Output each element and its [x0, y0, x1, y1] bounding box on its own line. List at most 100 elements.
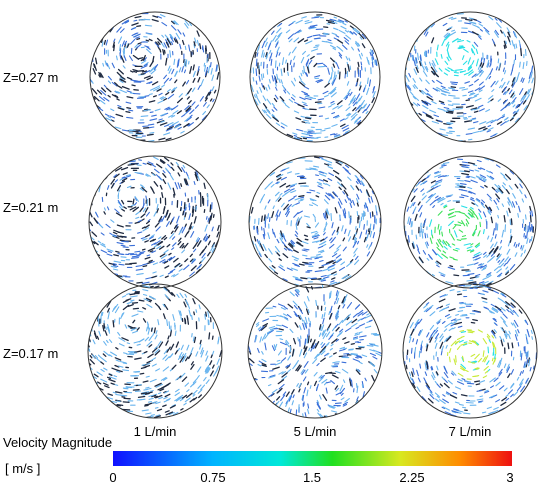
velocity-vector — [332, 352, 337, 355]
velocity-vector — [305, 59, 309, 67]
velocity-vector — [465, 381, 472, 383]
velocity-vector — [455, 313, 459, 316]
velocity-vector — [278, 371, 284, 375]
velocity-vector — [463, 72, 469, 76]
velocity-vector — [288, 242, 294, 248]
velocity-vector — [259, 243, 264, 250]
velocity-vector — [181, 376, 188, 382]
velocity-vector — [455, 68, 463, 71]
velocity-vector — [365, 233, 369, 241]
velocity-vector — [328, 405, 335, 409]
velocity-vector — [280, 230, 284, 238]
velocity-vector — [211, 226, 214, 232]
velocity-vector — [103, 350, 110, 357]
velocity-vector — [155, 330, 158, 335]
velocity-vector — [163, 98, 168, 101]
velocity-vector — [474, 97, 482, 102]
velocity-vector — [146, 162, 152, 166]
velocity-vector — [259, 336, 262, 343]
velocity-vector — [447, 380, 453, 385]
velocity-vector — [483, 127, 488, 131]
velocity-vector — [175, 39, 179, 44]
velocity-vector — [486, 119, 494, 124]
velocity-vector — [350, 379, 353, 388]
velocity-vector — [258, 75, 261, 82]
velocity-vector — [115, 404, 121, 407]
velocity-vector — [156, 203, 159, 211]
velocity-vector — [105, 62, 108, 67]
velocity-vector — [496, 253, 500, 258]
velocity-vector — [333, 114, 340, 119]
velocity-vector — [510, 305, 514, 309]
velocity-vector — [190, 231, 195, 238]
velocity-vector — [491, 308, 498, 313]
velocity-vector — [193, 336, 197, 344]
velocity-vector — [164, 294, 170, 299]
velocity-vector — [258, 250, 262, 256]
velocity-vector — [299, 96, 306, 101]
velocity-vector — [417, 330, 422, 336]
velocity-vector — [293, 337, 297, 345]
velocity-vector — [286, 171, 292, 174]
velocity-vector — [158, 245, 165, 250]
velocity-vector — [171, 216, 175, 222]
velocity-vector — [276, 387, 283, 394]
velocity-vector — [170, 36, 174, 43]
velocity-vector — [276, 46, 280, 53]
velocity-vector — [309, 385, 312, 389]
velocity-vector — [512, 31, 517, 38]
velocity-vector — [353, 247, 358, 254]
velocity-vector — [330, 44, 337, 49]
velocity-vector — [330, 213, 333, 222]
velocity-vector — [191, 332, 193, 338]
velocity-vector — [344, 398, 350, 403]
velocity-vector — [471, 73, 477, 78]
velocity-vector — [436, 86, 443, 91]
velocity-vector — [163, 287, 168, 292]
velocity-vector — [166, 319, 169, 326]
velocity-vector — [512, 77, 516, 83]
velocity-vector — [148, 38, 153, 42]
velocity-vector — [467, 115, 472, 118]
velocity-vector — [155, 394, 163, 399]
velocity-vector — [326, 323, 332, 331]
velocity-vector — [258, 252, 262, 258]
velocity-vector — [474, 78, 479, 83]
velocity-vector — [305, 286, 310, 293]
velocity-vector — [355, 382, 358, 389]
velocity-vector — [171, 121, 179, 126]
velocity-vector — [143, 388, 149, 391]
velocity-vector — [210, 244, 215, 252]
velocity-vector — [182, 32, 186, 37]
velocity-vector — [196, 173, 200, 181]
velocity-vector — [317, 185, 324, 189]
colorbar-tick: 0.75 — [200, 470, 226, 485]
velocity-vector — [324, 82, 330, 88]
velocity-vector — [169, 404, 176, 409]
velocity-vector — [276, 181, 281, 185]
velocity-vector — [271, 109, 275, 113]
velocity-vector — [405, 79, 408, 85]
velocity-vector — [495, 164, 501, 168]
velocity-vector — [428, 304, 434, 309]
velocity-vector — [286, 314, 292, 318]
velocity-vector — [248, 345, 251, 353]
velocity-vector — [149, 250, 154, 253]
velocity-vector — [510, 218, 513, 226]
velocity-vector — [149, 86, 158, 91]
velocity-vector — [532, 365, 535, 370]
velocity-vector — [417, 201, 421, 206]
velocity-vector — [420, 346, 423, 354]
velocity-vector — [192, 336, 195, 342]
velocity-vector — [161, 34, 165, 38]
velocity-vector — [355, 369, 361, 375]
velocity-vector — [339, 384, 344, 392]
velocity-vector — [108, 373, 113, 377]
velocity-vector — [352, 99, 356, 104]
velocity-vector — [279, 341, 287, 346]
velocity-vector — [495, 193, 501, 200]
velocity-vector — [460, 314, 468, 317]
velocity-vector — [359, 81, 362, 87]
velocity-vector — [147, 401, 152, 403]
velocity-vector — [280, 394, 286, 402]
